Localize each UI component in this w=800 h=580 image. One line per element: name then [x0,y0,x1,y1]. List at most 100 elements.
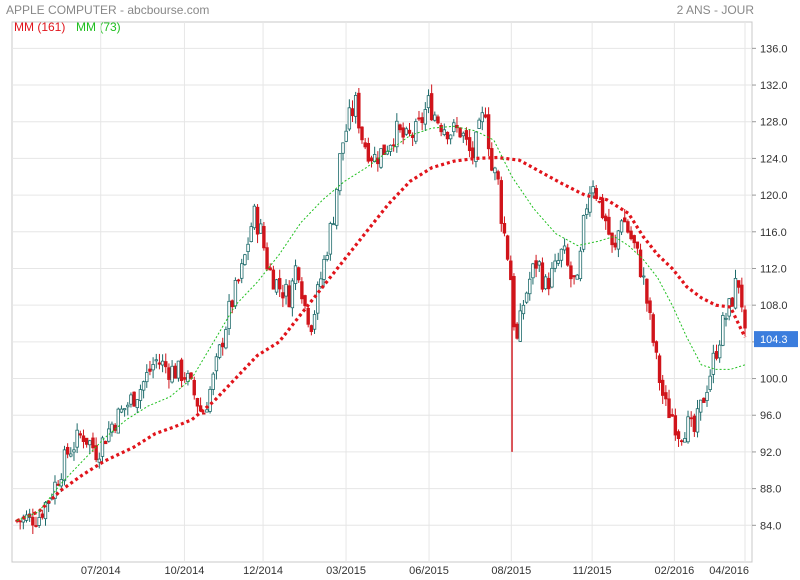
candle-body [619,220,624,233]
candle-body [429,93,434,121]
candle-body [211,373,215,390]
candle-body [290,280,295,309]
candle-body [702,397,706,403]
candle-body [705,391,709,401]
y-tick-label: 112.0 [760,263,787,275]
candle-body [604,215,608,222]
candle-body [167,367,171,380]
candle-body [626,221,630,233]
y-tick-label: 100.0 [760,374,788,386]
candle-body [407,129,412,134]
candle-body [205,409,209,413]
candle-body [540,262,545,290]
candle-body [711,352,716,375]
candle-body [588,192,592,213]
candle-body [657,355,662,383]
candle-body [129,394,133,405]
candle-body [265,247,269,270]
x-tick-label: 07/2014 [81,565,121,577]
candle-body [119,408,124,413]
candle-body [391,144,396,147]
candle-body [202,412,206,415]
candle-body [433,114,437,121]
candle-body [300,281,304,300]
candle-body [490,148,494,171]
candle-body [170,365,174,383]
candle-body [221,342,225,348]
candle-body [556,260,560,264]
candle-body [376,157,380,165]
candle-body [648,300,652,314]
candle-body [566,247,570,266]
candle-body [322,258,326,280]
candle-body [208,388,212,412]
candle-body [34,525,38,527]
candle-body [160,360,165,366]
candle-body [192,379,196,396]
candle-body [474,131,478,162]
candle-body [559,248,564,261]
candle-body [334,188,339,226]
candle-body [676,431,681,440]
candle-body [271,269,276,290]
candle-body [157,362,162,365]
candle-body [132,391,136,407]
candle-body [78,433,83,436]
candle-body [319,278,323,287]
candle-body [116,408,120,434]
candle-body [353,95,358,117]
candle-body [255,206,260,235]
candle-body [632,235,636,244]
candle-body [743,309,747,329]
candle-body [297,267,301,281]
period-label[interactable]: 2 ANS - JOUR [676,3,754,17]
candle-body [670,414,674,417]
candle-body [733,277,738,309]
candle-body [72,449,76,453]
candle-body [176,360,181,379]
candle-body [414,121,418,142]
candle-body [243,254,247,265]
candle-body [360,126,364,141]
candle-body [309,325,314,332]
candle-body [350,108,355,117]
candle-body [585,208,589,215]
y-tick-label: 108.0 [760,300,788,312]
candle-body [107,428,111,442]
y-tick-label: 92.0 [760,447,781,459]
candle-body [224,329,228,349]
candle-body [445,131,450,140]
candle-body [629,230,633,240]
candle-body [642,275,646,278]
candle-body [524,292,529,303]
candle-body [610,232,614,246]
candle-body [195,398,200,407]
candle-body [103,440,108,445]
candle-body [467,137,472,152]
candle-body [259,223,263,234]
x-tick-label: 10/2014 [165,565,205,577]
candle-body [600,197,605,219]
candle-body [40,513,45,518]
candle-body [448,134,453,140]
candle-body [328,223,333,255]
candle-body [110,423,114,433]
candle-body [145,372,149,383]
plot-frame [11,21,753,563]
candle-body [575,274,579,280]
candle-body [724,317,728,320]
candle-body [31,516,35,526]
candle-body [698,399,703,413]
candle-body [661,379,665,396]
candle-body [597,200,602,203]
candle-body [613,242,617,248]
y-tick-label: 96.0 [760,410,781,422]
candle-body [312,314,317,330]
candle-body [369,157,374,162]
candle-body [486,114,491,150]
candle-body [315,284,320,314]
candle-body [97,458,101,463]
candle-body [113,424,117,431]
candle-body [100,437,105,457]
candle-body [717,344,722,359]
